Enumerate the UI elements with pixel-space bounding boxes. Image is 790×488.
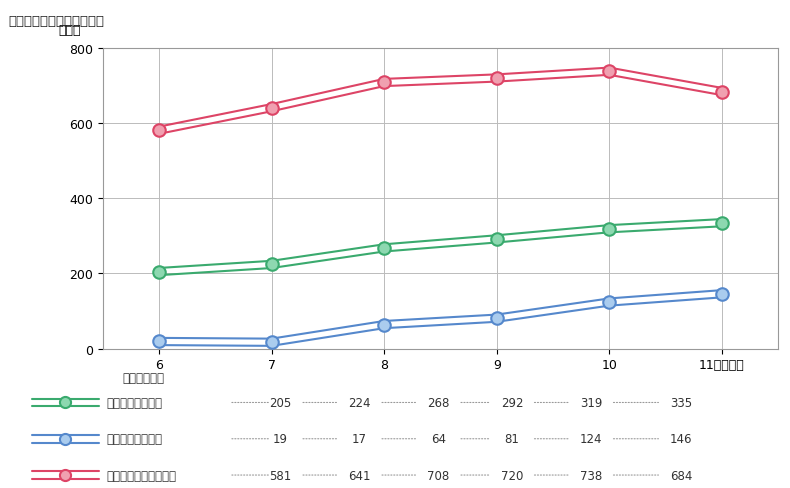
Text: 292: 292 (501, 396, 523, 409)
Text: 地上系放送事業者: 地上系放送事業者 (107, 396, 163, 409)
Text: 図表　放送事業者数の推移: 図表 放送事業者数の推移 (8, 15, 104, 28)
Text: 124: 124 (580, 432, 602, 446)
Text: 720: 720 (501, 468, 523, 482)
Text: 641: 641 (348, 468, 371, 482)
Text: 224: 224 (348, 396, 371, 409)
Text: 衛星系放送事業者: 衛星系放送事業者 (107, 432, 163, 446)
Text: 19: 19 (273, 432, 288, 446)
Text: 708: 708 (427, 468, 450, 482)
Text: 146: 146 (670, 432, 692, 446)
Text: 335: 335 (670, 396, 692, 409)
Text: 581: 581 (269, 468, 292, 482)
Text: （社）: （社） (58, 24, 81, 37)
Text: 319: 319 (580, 396, 602, 409)
Text: 64: 64 (431, 432, 446, 446)
Text: 738: 738 (580, 468, 602, 482)
Text: 17: 17 (352, 432, 367, 446)
Text: 205: 205 (269, 396, 292, 409)
Text: 81: 81 (505, 432, 519, 446)
Text: 684: 684 (670, 468, 692, 482)
Text: ケーブルテレビ事業者: ケーブルテレビ事業者 (107, 468, 177, 482)
Text: （単位：社）: （単位：社） (122, 372, 164, 385)
Text: 268: 268 (427, 396, 450, 409)
